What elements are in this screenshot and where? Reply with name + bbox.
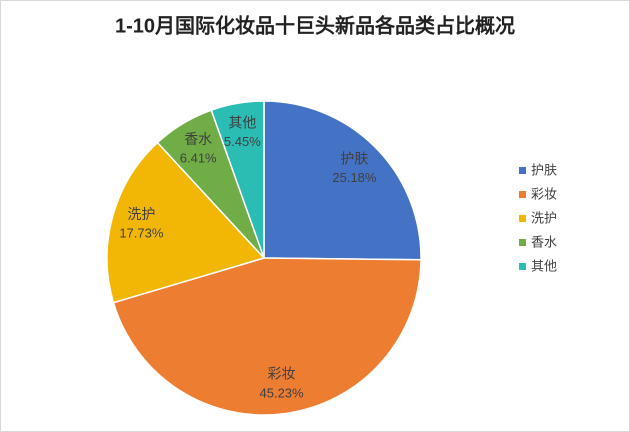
pie-slice	[106, 141, 266, 304]
legend-label: 香水	[531, 234, 557, 249]
pie-slice	[263, 100, 422, 261]
legend-swatch	[519, 191, 526, 198]
slice-label: 洗护	[127, 206, 155, 222]
slice-label: 彩妆	[268, 366, 296, 382]
legend-swatch	[519, 167, 526, 174]
legend-swatch	[519, 215, 526, 222]
legend-label: 护肤	[531, 162, 557, 177]
slice-value-label: 5.45%	[224, 134, 261, 149]
pie-slice	[210, 100, 265, 259]
pie-slice	[112, 257, 422, 416]
slice-value-label: 45.23%	[260, 385, 305, 400]
legend-swatch	[519, 239, 526, 246]
slice-value-label: 25.18%	[332, 170, 377, 185]
slice-label: 香水	[184, 131, 212, 147]
chart-title: 1-10月国际化妆品十巨头新品各品类占比概况	[115, 13, 515, 37]
legend-label: 其他	[531, 258, 557, 273]
legend-label: 彩妆	[531, 186, 557, 201]
slice-value-label: 6.41%	[180, 151, 217, 166]
legend-label: 洗护	[531, 210, 557, 225]
slice-value-label: 17.73%	[119, 226, 164, 241]
slice-label: 护肤	[340, 150, 368, 166]
legend-swatch	[519, 263, 526, 270]
slice-label: 其他	[228, 114, 256, 130]
